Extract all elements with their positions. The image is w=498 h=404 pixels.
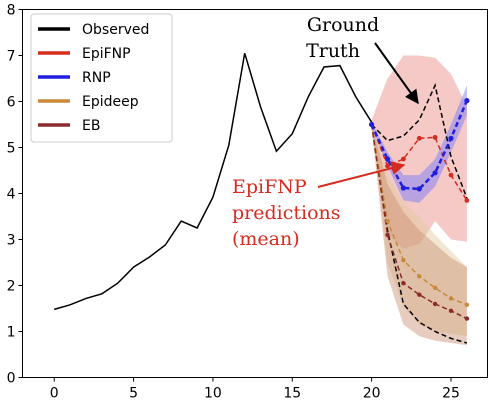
x-tick-label: 10 [204,386,222,402]
epifnp-point [416,135,422,141]
y-tick-label: 7 [7,49,16,65]
legend-label: EpiFNP [82,46,131,62]
epideep-point [417,274,422,279]
ground-truth-label-line1: Ground [307,14,379,36]
epifnp-point [464,198,470,203]
rnp-point [416,186,422,192]
epifnp-point [401,156,406,162]
rnp-point [464,98,470,104]
y-tick-label: 8 [7,3,16,19]
rnp-point [432,170,438,176]
x-tick-label: 0 [50,386,59,402]
epifnp-annotation: EpiFNP predictions (mean) [232,161,406,250]
eb-point [401,281,406,286]
y-axis-ticks: 0 1 2 3 4 5 6 7 8 [7,3,23,387]
epifnp-point [385,163,390,169]
observed-line [53,52,373,311]
epifnp-arrow [317,161,406,188]
ground-truth-line [371,83,468,199]
eb-point [464,316,470,321]
epideep-point [385,218,390,224]
epifnp-band [371,55,467,249]
x-axis-ticks: 0 5 10 15 20 25 [50,377,460,402]
legend-label: Epideep [82,94,139,110]
eb-point [448,308,454,313]
epideep-point [448,296,454,301]
eb-point [385,232,390,238]
rnp-point [384,156,391,162]
legend: Observed EpiFNP RNP Epideep EB [30,13,173,143]
epideep-point [401,258,406,263]
epifnp-point [448,172,454,178]
y-tick-label: 2 [7,279,16,295]
legend-label: Observed [82,22,149,38]
epifnp-label-line3: (mean) [232,228,300,250]
epifnp-label-line2: predictions [232,202,341,224]
epideep-point [432,285,438,290]
y-tick-label: 5 [7,141,16,157]
epifnp-point [432,135,438,140]
rnp-point [448,135,454,141]
rnp-point [369,121,375,128]
ground-truth-arrow [374,42,419,105]
legend-box [30,13,173,143]
y-tick-label: 0 [7,371,16,387]
legend-label: RNP [82,70,111,86]
y-tick-label: 6 [7,95,16,111]
x-tick-label: 15 [283,386,301,402]
epifnp-label-line1: EpiFNP [232,176,307,198]
ground-truth-annotation: Ground Truth [306,14,419,105]
epideep-point [464,302,470,307]
x-tick-label: 5 [129,386,138,402]
y-tick-label: 3 [7,233,16,249]
y-tick-label: 1 [7,325,16,341]
x-tick-label: 20 [363,386,381,402]
rnp-point [400,185,406,191]
series-markers [369,98,470,321]
eb-point [432,301,438,307]
epideep-band [371,122,467,337]
x-tick-label: 25 [442,386,460,402]
ground-truth-label-line2: Truth [306,40,360,62]
eb-point [417,292,422,297]
y-tick-label: 4 [7,187,16,203]
legend-label: EB [82,118,100,134]
uncertainty-bands [371,55,467,346]
eb-band [371,122,467,346]
